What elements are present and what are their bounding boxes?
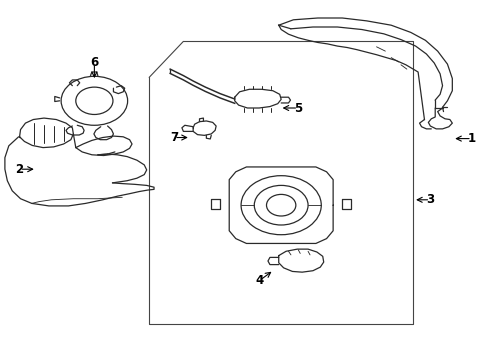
Text: 1: 1 [467, 132, 475, 145]
Text: 7: 7 [170, 131, 178, 144]
Text: 6: 6 [90, 57, 98, 69]
Text: 3: 3 [426, 193, 433, 206]
Text: 4: 4 [255, 274, 263, 287]
Text: 5: 5 [294, 102, 302, 114]
Text: 2: 2 [16, 163, 23, 176]
